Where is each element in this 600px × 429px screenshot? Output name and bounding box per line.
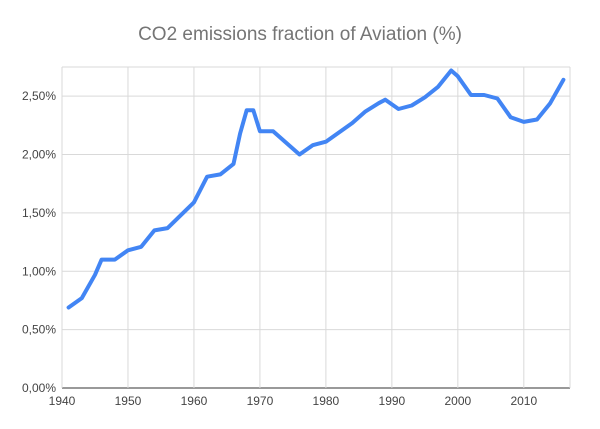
y-axis-tick-labels: 0,00% 0,50% 1,00% 1,50% 2,00% 2,50% xyxy=(22,89,56,395)
x-tick-label: 1980 xyxy=(313,394,340,408)
y-tick-label: 0,00% xyxy=(22,381,56,395)
series-line xyxy=(66,68,566,310)
y-tick-label: 2,00% xyxy=(22,148,56,162)
y-tick-label: 0,50% xyxy=(22,323,56,337)
x-tick-label: 1970 xyxy=(247,394,274,408)
y-tick-label: 1,00% xyxy=(22,264,56,278)
series-layer xyxy=(66,68,566,310)
y-tick-label: 1,50% xyxy=(22,206,56,220)
x-tick-label: 2000 xyxy=(444,394,471,408)
horizontal-gridlines xyxy=(62,66,570,389)
vertical-gridlines xyxy=(61,67,571,388)
x-tick-label: 1990 xyxy=(379,394,406,408)
x-axis-tick-labels: 1940 1950 1960 1970 1980 1990 2000 2010 xyxy=(49,394,538,408)
chart-title: CO2 emissions fraction of Aviation (%) xyxy=(138,24,462,45)
x-tick-label: 2010 xyxy=(510,394,537,408)
x-tick-label: 1940 xyxy=(49,394,76,408)
y-tick-label: 2,50% xyxy=(22,89,56,103)
x-tick-label: 1950 xyxy=(115,394,142,408)
x-tick-label: 1960 xyxy=(181,394,208,408)
